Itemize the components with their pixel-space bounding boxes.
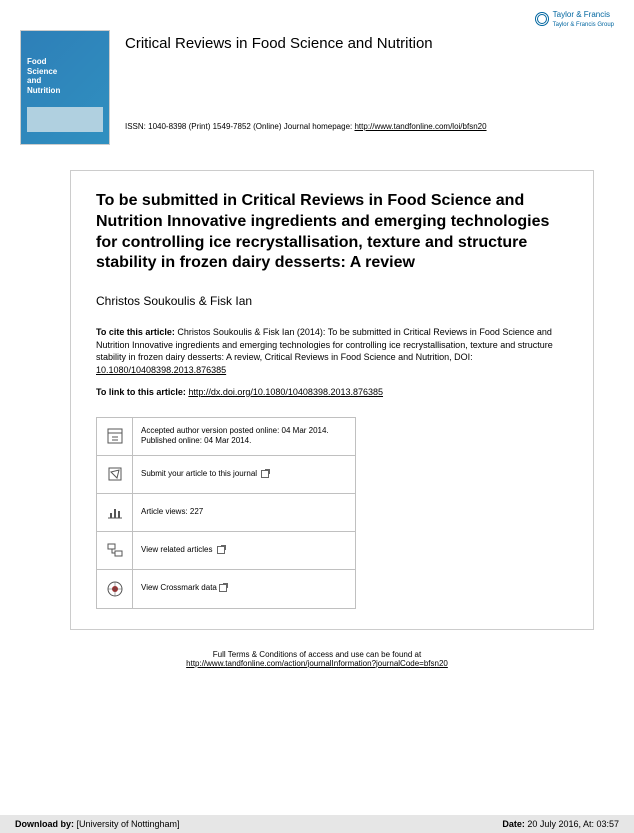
- terms-text: Full Terms & Conditions of access and us…: [0, 650, 634, 659]
- journal-title: Critical Reviews in Food Science and Nut…: [125, 35, 614, 52]
- citation: To cite this article: Christos Soukoulis…: [96, 326, 568, 376]
- accepted-text: Accepted author version posted online: 0…: [133, 420, 355, 453]
- related-text: View related articles: [141, 545, 215, 554]
- link-line: To link to this article: http://dx.doi.o…: [96, 387, 568, 397]
- views-text: Article views: 227: [133, 501, 355, 523]
- submit-icon: [97, 456, 133, 493]
- terms-block: Full Terms & Conditions of access and us…: [0, 650, 634, 668]
- action-crossmark[interactable]: View Crossmark data: [97, 570, 355, 608]
- action-related[interactable]: View related articles: [97, 532, 355, 570]
- article-box: To be submitted in Critical Reviews in F…: [70, 170, 594, 630]
- doi-link[interactable]: 10.1080/10408398.2013.876385: [96, 365, 226, 375]
- action-submit[interactable]: Submit your article to this journal: [97, 456, 355, 494]
- cover-word-3: and: [27, 76, 103, 86]
- footer-bar: Download by: [University of Nottingham] …: [0, 815, 634, 833]
- cover-word-2: Science: [27, 67, 103, 77]
- external-link-icon: [217, 546, 225, 554]
- crossmark-icon: [97, 570, 133, 608]
- article-link[interactable]: http://dx.doi.org/10.1080/10408398.2013.…: [188, 387, 383, 397]
- action-views: Article views: 227: [97, 494, 355, 532]
- article-title: To be submitted in Critical Reviews in F…: [96, 191, 568, 274]
- downloaded-value: [University of Nottingham]: [77, 819, 180, 829]
- published-icon: [97, 418, 133, 455]
- journal-homepage-link[interactable]: http://www.tandfonline.com/loi/bfsn20: [354, 122, 486, 131]
- date-label: Date:: [502, 819, 527, 829]
- downloaded-label: Download by:: [15, 819, 77, 829]
- external-link-icon: [219, 584, 227, 592]
- article-authors: Christos Soukoulis & Fisk Ian: [96, 294, 568, 308]
- action-accepted: Accepted author version posted online: 0…: [97, 418, 355, 456]
- publisher-name: Taylor & Francis: [553, 10, 610, 19]
- issn-line: ISSN: 1040-8398 (Print) 1549-7852 (Onlin…: [125, 122, 614, 131]
- actions-box: Accepted author version posted online: 0…: [96, 417, 356, 609]
- publisher-icon: [535, 12, 549, 26]
- views-icon: [97, 494, 133, 531]
- publisher-logo: Taylor & Francis Taylor & Francis Group: [535, 10, 614, 28]
- cover-image: [27, 107, 103, 132]
- publisher-tagline: Taylor & Francis Group: [553, 22, 614, 28]
- terms-url[interactable]: http://www.tandfonline.com/action/journa…: [186, 659, 448, 668]
- crossmark-text: View Crossmark data: [141, 583, 217, 592]
- submit-text: Submit your article to this journal: [141, 469, 259, 478]
- external-link-icon: [261, 470, 269, 478]
- link-label: To link to this article:: [96, 387, 188, 397]
- date-value: 20 July 2016, At: 03:57: [527, 819, 619, 829]
- journal-cover: Food Science and Nutrition: [20, 30, 110, 145]
- related-icon: [97, 532, 133, 569]
- cite-label: To cite this article:: [96, 327, 177, 337]
- issn-text: ISSN: 1040-8398 (Print) 1549-7852 (Onlin…: [125, 122, 354, 131]
- cover-word-4: Nutrition: [27, 86, 103, 96]
- cover-word-1: Food: [27, 57, 103, 67]
